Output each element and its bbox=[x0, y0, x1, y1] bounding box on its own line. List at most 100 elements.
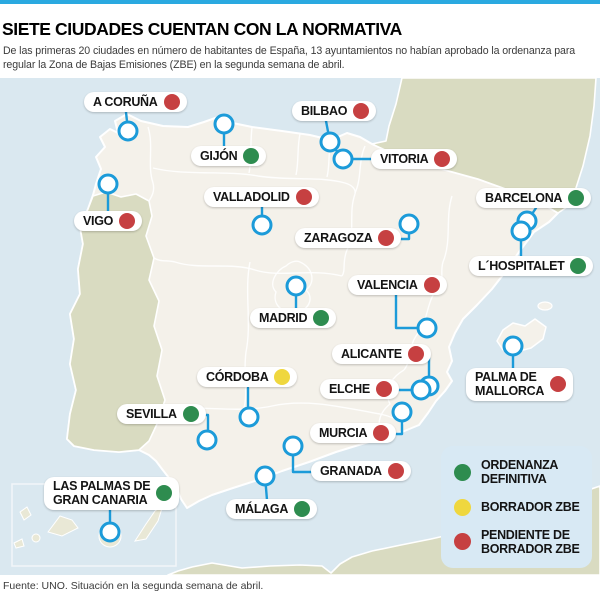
legend-label: ORDENANZA DEFINITIVA bbox=[481, 458, 558, 487]
status-dot-icon bbox=[294, 501, 311, 517]
city-label-murcia: MURCIA bbox=[310, 423, 397, 443]
city-marker-bilbao bbox=[319, 131, 341, 153]
city-name: ELCHE bbox=[329, 381, 370, 396]
city-name: ZARAGOZA bbox=[304, 230, 373, 245]
city-label-gijon: GIJÓN bbox=[191, 146, 267, 166]
header-accent-bar bbox=[0, 0, 600, 4]
city-marker-malaga bbox=[254, 465, 276, 487]
city-label-bilbao: BILBAO bbox=[292, 101, 377, 121]
city-name: CÓRDOBA bbox=[206, 369, 269, 384]
yellow-status-dot-icon bbox=[454, 498, 471, 516]
city-label-las-palmas: LAS PALMAS DE GRAN CANARIA bbox=[44, 477, 180, 510]
city-label-alicante: ALICANTE bbox=[332, 344, 431, 364]
city-name: PALMA DE MALLORCA bbox=[475, 370, 545, 399]
city-marker-las-palmas bbox=[99, 521, 121, 543]
legend-label-line: BORRADOR ZBE bbox=[481, 541, 580, 556]
city-marker-palma-de-mallorca bbox=[502, 335, 524, 357]
status-dot-icon bbox=[295, 189, 312, 205]
city-name: VITORIA bbox=[380, 151, 429, 166]
city-name: VIGO bbox=[83, 213, 114, 228]
city-marker-valladolid bbox=[251, 214, 273, 236]
legend-label-line: BORRADOR ZBE bbox=[481, 499, 580, 514]
footer: Fuente: UNO. Situación en la segunda sem… bbox=[0, 575, 600, 597]
city-name: BARCELONA bbox=[485, 190, 563, 205]
status-dot-icon bbox=[119, 213, 136, 229]
legend-item-ordenanza-definitiva: ORDENANZA DEFINITIVA bbox=[454, 458, 582, 487]
city-marker-a-coruna bbox=[117, 120, 139, 142]
city-marker-elche bbox=[410, 379, 432, 401]
city-name: A CORUÑA bbox=[93, 94, 158, 109]
city-label-zaragoza: ZARAGOZA bbox=[295, 228, 402, 248]
status-dot-icon bbox=[163, 94, 180, 110]
city-marker-zaragoza bbox=[398, 213, 420, 235]
legend-item-borrador-zbe: BORRADOR ZBE bbox=[454, 498, 582, 516]
city-label-malaga: MÁLAGA bbox=[226, 499, 318, 519]
city-label-valencia: VALENCIA bbox=[348, 275, 447, 295]
city-name: L´HOSPITALET bbox=[478, 258, 565, 273]
legend: ORDENANZA DEFINITIVA BORRADOR ZBE PENDIE… bbox=[441, 446, 592, 568]
status-dot-icon bbox=[243, 148, 260, 164]
city-marker-valencia bbox=[416, 317, 438, 339]
city-label-valladolid: VALLADOLID bbox=[204, 187, 319, 207]
city-marker-vitoria bbox=[332, 148, 354, 170]
city-name: GRANADA bbox=[320, 463, 382, 478]
city-label-l-hospitalet: L´HOSPITALET bbox=[469, 256, 594, 276]
city-name: MURCIA bbox=[319, 425, 368, 440]
legend-label: BORRADOR ZBE bbox=[481, 499, 580, 514]
legend-item-pendiente-borrador: PENDIENTE DE BORRADOR ZBE bbox=[454, 528, 582, 557]
city-label-palma-de-mallorca: PALMA DE MALLORCA bbox=[466, 368, 574, 401]
canary-islands bbox=[13, 492, 173, 549]
status-dot-icon bbox=[434, 151, 451, 167]
status-dot-icon bbox=[274, 369, 291, 385]
city-marker-cordoba bbox=[238, 406, 260, 428]
status-dot-icon bbox=[423, 277, 440, 293]
status-dot-icon bbox=[570, 258, 587, 274]
status-dot-icon bbox=[373, 425, 390, 441]
status-dot-icon bbox=[182, 406, 199, 422]
status-dot-icon bbox=[156, 485, 173, 502]
city-name: VALLADOLID bbox=[213, 189, 290, 204]
menorca-island bbox=[537, 301, 553, 311]
city-label-madrid: MADRID bbox=[250, 308, 337, 328]
city-label-vigo: VIGO bbox=[74, 211, 143, 231]
city-marker-gijon bbox=[213, 113, 235, 135]
city-name: MÁLAGA bbox=[235, 501, 289, 516]
city-marker-sevilla bbox=[196, 429, 218, 451]
legend-label-line: DEFINITIVA bbox=[481, 472, 547, 487]
city-label-sevilla: SEVILLA bbox=[117, 404, 206, 424]
canary-inset bbox=[11, 483, 177, 567]
legend-label-line: PENDIENTE DE bbox=[481, 527, 570, 542]
city-label-elche: ELCHE bbox=[320, 379, 399, 399]
region-borders bbox=[147, 126, 453, 433]
green-status-dot-icon bbox=[454, 463, 471, 481]
portugal-region bbox=[66, 191, 166, 453]
source-note: Fuente: UNO. Situación en la segunda sem… bbox=[3, 580, 264, 592]
city-name: VALENCIA bbox=[357, 277, 418, 292]
city-marker-vigo bbox=[97, 173, 119, 195]
city-marker-murcia bbox=[391, 401, 413, 423]
city-name: SEVILLA bbox=[126, 406, 177, 421]
legend-label-line: ORDENANZA bbox=[481, 457, 559, 472]
status-dot-icon bbox=[550, 376, 567, 393]
status-dot-icon bbox=[378, 230, 395, 246]
city-name: GIJÓN bbox=[200, 148, 238, 163]
city-label-a-coruna: A CORUÑA bbox=[84, 92, 187, 112]
page-subtitle: De las primeras 20 ciudades en número de… bbox=[3, 44, 576, 72]
city-marker-madrid bbox=[285, 275, 307, 297]
city-label-granada: GRANADA bbox=[311, 461, 411, 481]
city-label-cordoba: CÓRDOBA bbox=[197, 367, 298, 387]
status-dot-icon bbox=[375, 381, 392, 397]
city-name: BILBAO bbox=[301, 103, 348, 118]
city-name: LAS PALMAS DE GRAN CANARIA bbox=[53, 479, 151, 508]
city-marker-granada bbox=[282, 435, 304, 457]
status-dot-icon bbox=[353, 103, 370, 119]
city-label-vitoria: VITORIA bbox=[371, 149, 458, 169]
city-markers bbox=[97, 113, 538, 543]
legend-label: PENDIENTE DE BORRADOR ZBE bbox=[481, 527, 580, 557]
page-title: SIETE CIUDADES CUENTAN CON LA NORMATIVA bbox=[2, 18, 402, 39]
status-dot-icon bbox=[568, 190, 585, 206]
city-name: ALICANTE bbox=[341, 346, 402, 361]
status-dot-icon bbox=[407, 346, 424, 362]
city-name: MADRID bbox=[259, 310, 308, 325]
status-dot-icon bbox=[313, 310, 330, 326]
